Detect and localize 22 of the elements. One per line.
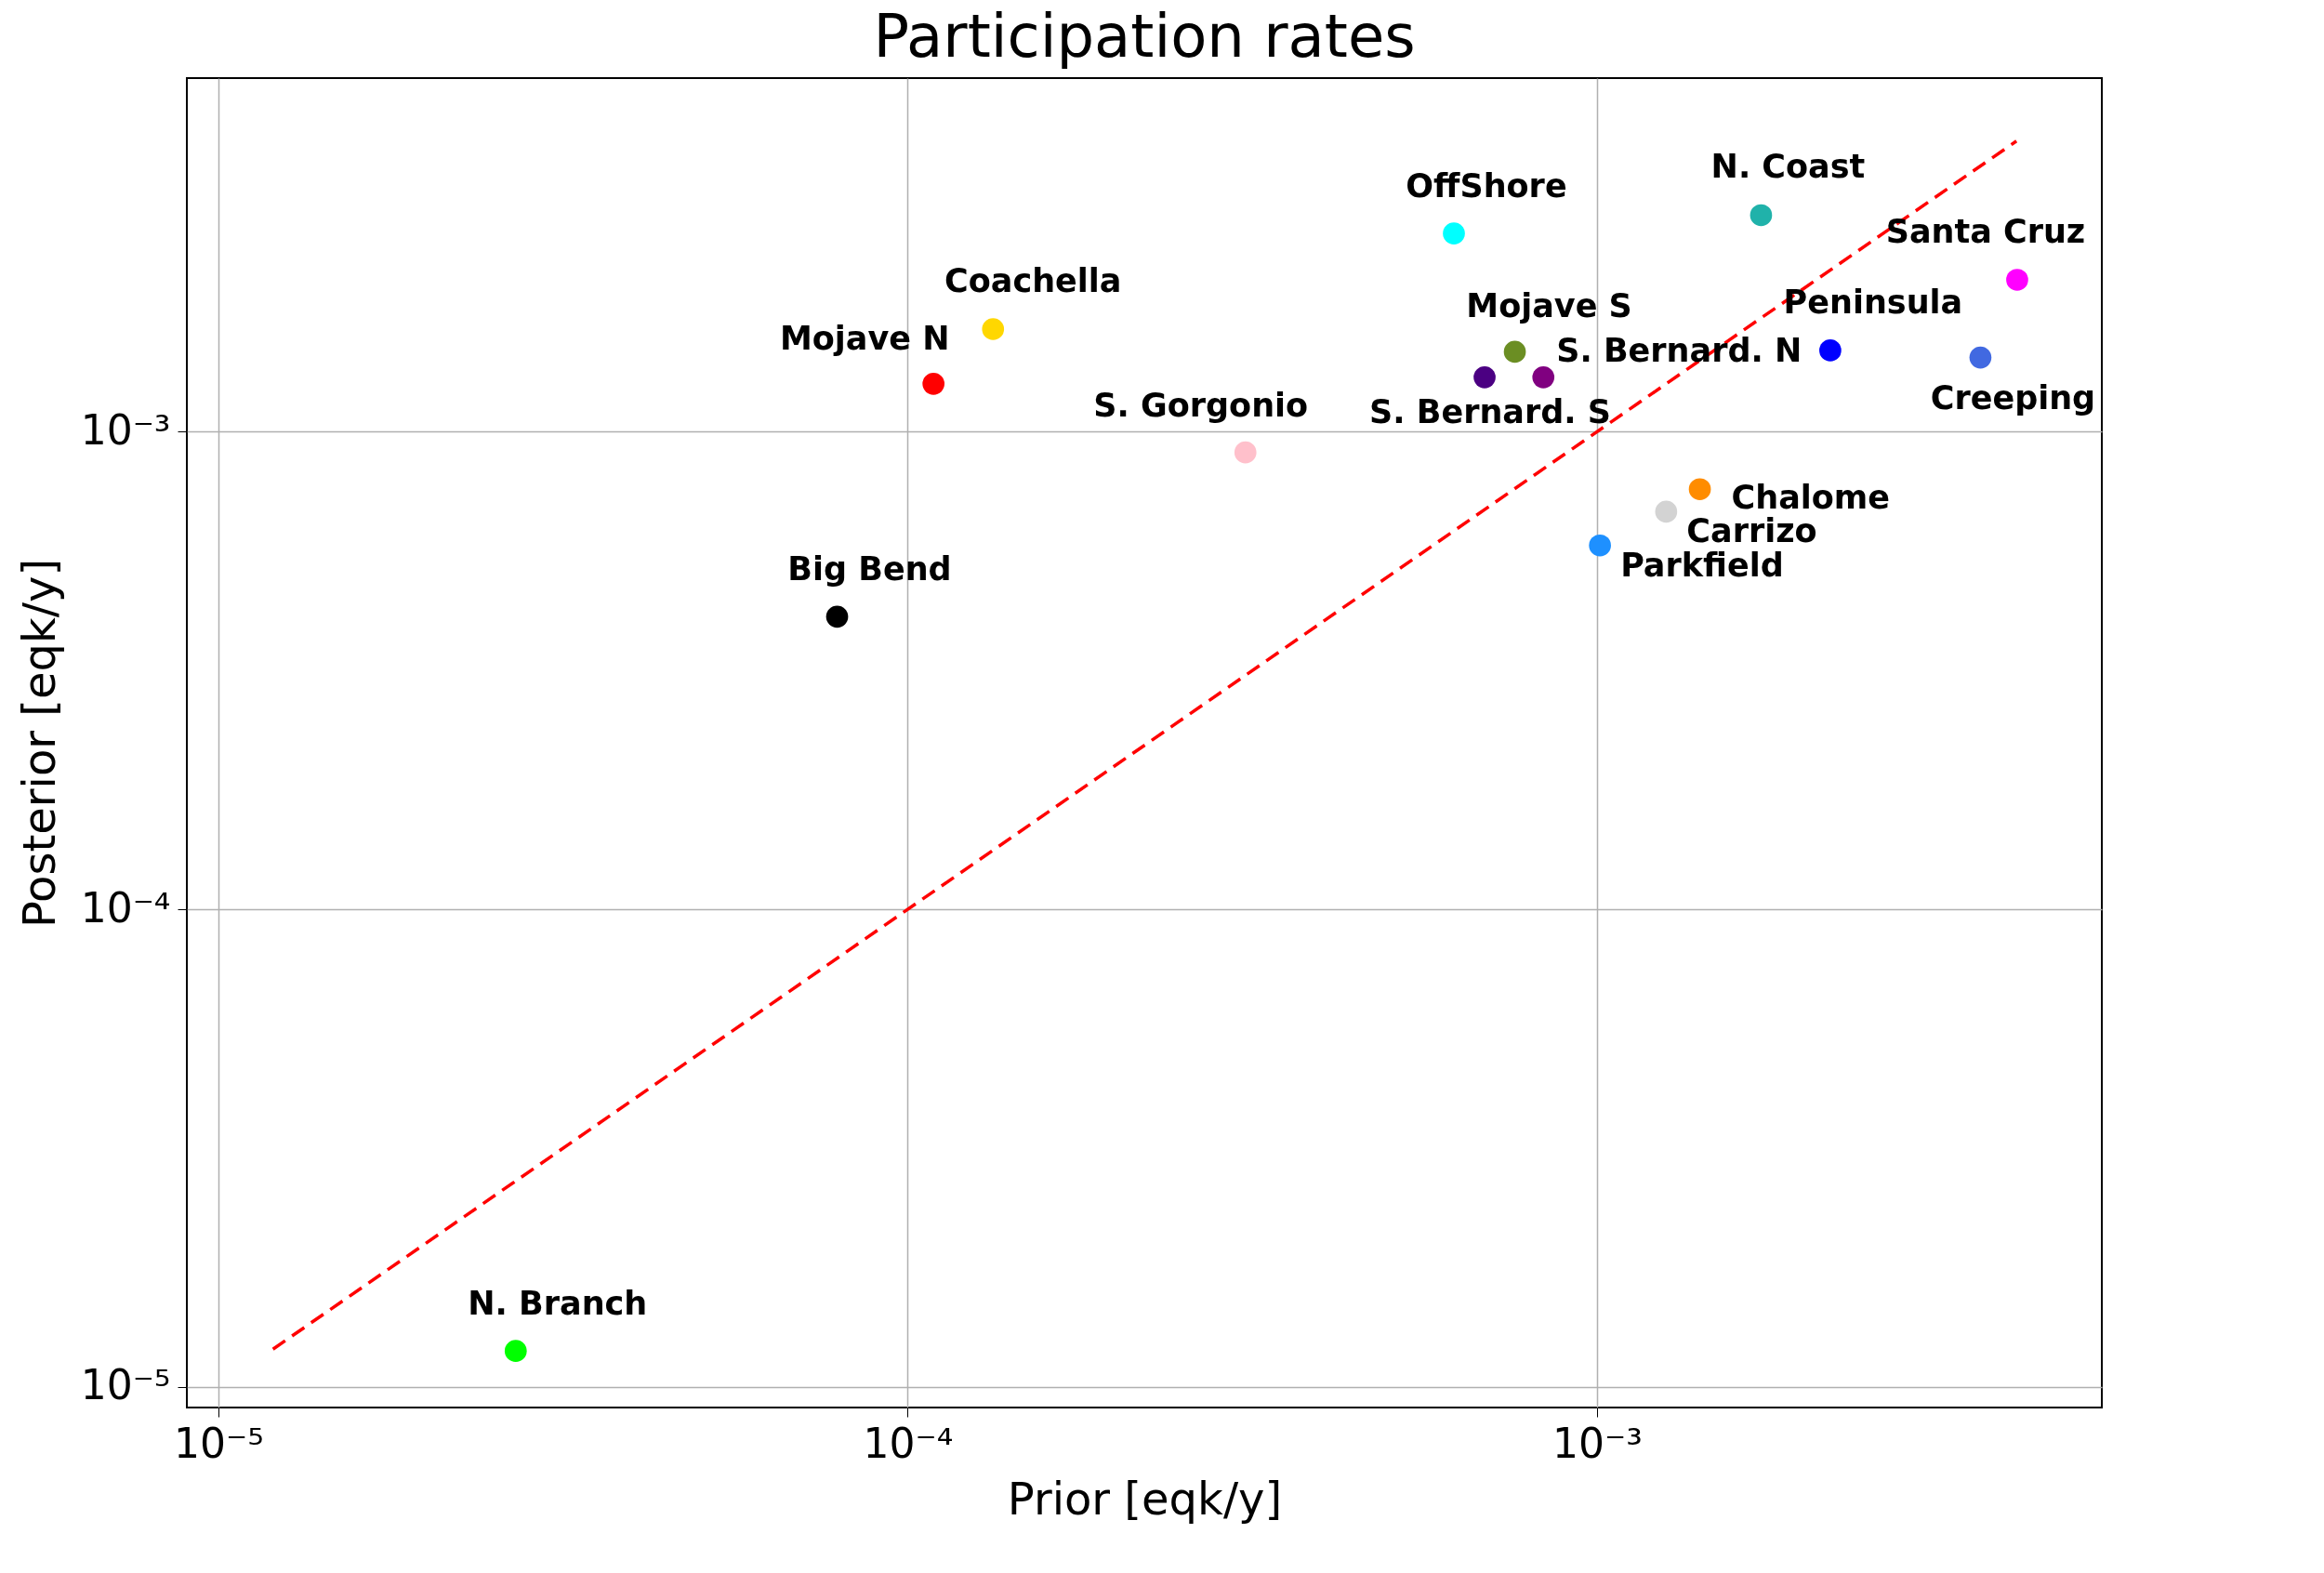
series-label: Creeping xyxy=(1930,378,2096,416)
series-label: Big Bend xyxy=(787,550,952,588)
series-label: N. Branch xyxy=(468,1285,648,1323)
series-label: Peninsula xyxy=(1783,283,1963,321)
y-tick-label: 10⁻⁵ xyxy=(80,1361,171,1409)
series-label: S. Gorgonio xyxy=(1093,386,1309,424)
series-label: N. Coast xyxy=(1710,148,1866,186)
y-axis-title: Posterior [eqk/y] xyxy=(12,558,65,929)
x-tick-label: 10⁻⁵ xyxy=(174,1419,264,1467)
series-label: Santa Cruz xyxy=(1885,212,2086,250)
y-tick-label: 10⁻⁴ xyxy=(80,883,171,932)
chart-title: Participation rates xyxy=(873,2,1416,71)
series-label: Mojave S xyxy=(1466,287,1632,325)
series-label: OffShore xyxy=(1406,167,1567,205)
x-tick-label: 10⁻⁴ xyxy=(863,1419,954,1467)
x-axis-title: Prior [eqk/y] xyxy=(1007,1472,1283,1525)
series-label: Mojave N xyxy=(779,319,950,357)
y-tick-label: 10⁻³ xyxy=(80,405,171,454)
x-tick-label: 10⁻³ xyxy=(1552,1419,1643,1467)
series-label: S. Bernard. S xyxy=(1369,392,1611,430)
series-label: S. Bernard. N xyxy=(1556,331,1802,369)
series-label: Coachella xyxy=(944,262,1122,300)
